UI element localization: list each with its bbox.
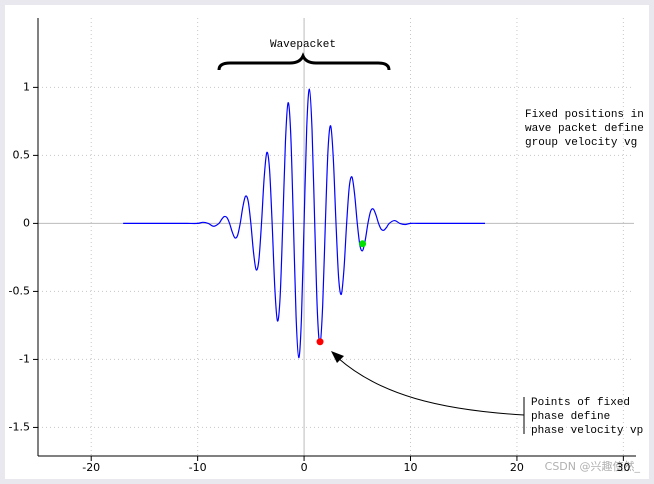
- phase-text: phase velocity vp: [531, 425, 643, 437]
- watermark: CSDN @兴趣使然_: [545, 459, 641, 473]
- x-tick-label: 0: [301, 461, 308, 474]
- x-tick-label: -20: [82, 461, 100, 474]
- phase-text: phase define: [531, 411, 610, 423]
- arrow: [337, 357, 525, 416]
- group-text: wave packet define: [525, 123, 644, 135]
- x-tick-label: 10: [404, 461, 418, 474]
- x-tick-label: 20: [510, 461, 524, 474]
- plot-background: [5, 5, 649, 479]
- y-tick-label: -1: [19, 352, 30, 365]
- wave-line: [123, 88, 485, 359]
- arrow-head: [331, 351, 344, 363]
- group-text: group velocity vg: [525, 137, 637, 149]
- group-text: Fixed positions in: [525, 109, 644, 121]
- x-tick-label: 30: [616, 461, 630, 474]
- y-tick-label: 1: [23, 80, 30, 93]
- wavepacket-label: Wavepacket: [270, 39, 336, 51]
- y-tick-label: -0.5: [9, 284, 30, 297]
- brace: [217, 52, 391, 71]
- y-tick-label: 0: [23, 216, 30, 229]
- marker-point: [359, 240, 367, 248]
- phase-text: Points of fixed: [531, 397, 630, 409]
- x-tick-label: -10: [189, 461, 207, 474]
- y-tick-label: 0.5: [13, 148, 31, 161]
- marker-point: [316, 338, 324, 346]
- y-tick-label: -1.5: [9, 420, 30, 433]
